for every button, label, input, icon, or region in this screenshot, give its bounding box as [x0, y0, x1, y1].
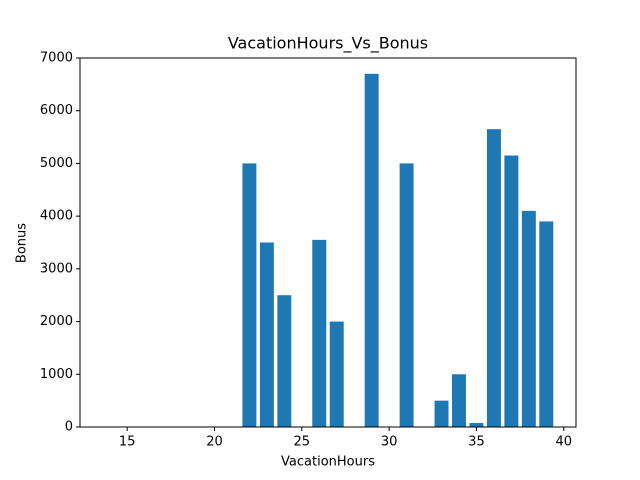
y-axis-label: Bonus — [15, 223, 30, 263]
x-tick-label: 15 — [119, 435, 136, 450]
bar — [434, 400, 449, 427]
bar — [469, 423, 484, 427]
y-tick-label: 0 — [65, 420, 73, 435]
chart-title: VacationHours_Vs_Bonus — [228, 34, 428, 54]
bar — [521, 210, 536, 427]
y-tick-label: 2000 — [40, 314, 73, 329]
x-tick-label: 35 — [468, 435, 485, 450]
plot-frame — [79, 57, 577, 428]
bar — [364, 73, 379, 428]
bar — [312, 239, 327, 427]
y-tick-label: 1000 — [40, 367, 73, 382]
x-tick-label: 40 — [556, 435, 573, 450]
bar — [329, 321, 344, 427]
x-axis-label: VacationHours — [281, 455, 375, 470]
y-tick-label: 6000 — [40, 103, 73, 118]
y-tick-label: 5000 — [40, 156, 73, 171]
y-tick-label: 4000 — [40, 209, 73, 224]
bar — [399, 163, 414, 427]
y-tick-label: 7000 — [40, 51, 73, 66]
bar — [277, 295, 292, 427]
bar — [486, 129, 501, 427]
bar — [259, 242, 274, 427]
bar — [242, 163, 257, 427]
x-tick-label: 25 — [294, 435, 311, 450]
bar — [504, 155, 519, 427]
bar — [539, 221, 554, 427]
bar — [452, 374, 466, 427]
x-tick-label: 20 — [206, 435, 223, 450]
y-tick-label: 3000 — [40, 261, 73, 276]
x-tick-label: 30 — [381, 435, 398, 450]
